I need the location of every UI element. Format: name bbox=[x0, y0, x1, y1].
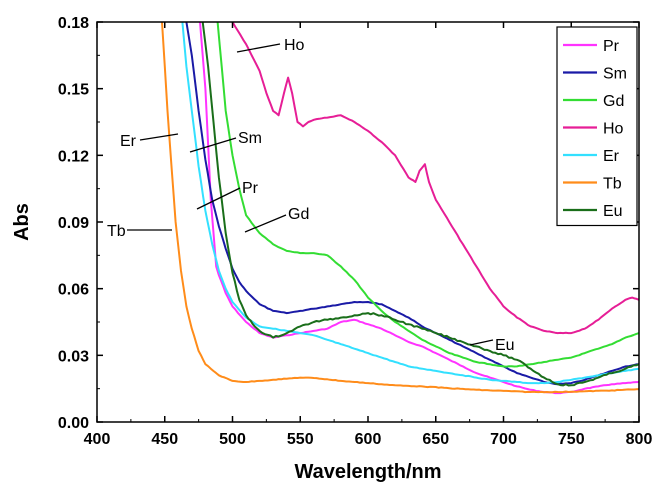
annotation-leader-eu bbox=[469, 339, 494, 346]
x-tick-label: 600 bbox=[355, 431, 382, 448]
legend-box bbox=[556, 26, 638, 227]
annotation-layer: Ho Er Sm Pr Gd Tb Eu bbox=[107, 37, 515, 354]
annotation-leader-gd bbox=[244, 214, 287, 233]
series-line-sm bbox=[185, 22, 639, 386]
x-tick-label: 400 bbox=[84, 431, 111, 448]
x-tick-label: 750 bbox=[558, 431, 585, 448]
series-line-tb bbox=[161, 22, 639, 394]
legend-label-ho: Ho bbox=[603, 121, 624, 138]
annotation-er: Er bbox=[120, 133, 137, 150]
y-tick-label: 0.18 bbox=[58, 15, 89, 32]
x-tick-label: 700 bbox=[490, 431, 517, 448]
annotation-ho: Ho bbox=[284, 37, 305, 54]
annotation-leader-er bbox=[139, 133, 179, 141]
x-tick-label: 450 bbox=[151, 431, 178, 448]
annotation-leader-ho bbox=[236, 43, 281, 53]
y-tick-label: 0.09 bbox=[58, 215, 89, 232]
legend-label-er: Er bbox=[603, 148, 620, 165]
annotation-leader-pr bbox=[196, 187, 241, 210]
series-line-gd bbox=[216, 22, 639, 368]
series-line-ho bbox=[231, 22, 639, 335]
y-tick-label: 0.03 bbox=[58, 348, 89, 365]
x-tick-label: 650 bbox=[422, 431, 449, 448]
y-tick-label: 0.15 bbox=[58, 82, 89, 99]
annotation-gd: Gd bbox=[288, 206, 309, 223]
legend: Pr Sm Gd Ho Er Tb Eu bbox=[556, 26, 638, 227]
annotation-leader-sm bbox=[189, 137, 237, 153]
series-layer bbox=[161, 22, 639, 395]
y-tick-label: 0.12 bbox=[58, 148, 89, 165]
annotation-tb: Tb bbox=[107, 223, 126, 240]
annotation-sm: Sm bbox=[238, 130, 262, 147]
y-tick-label: 0.00 bbox=[58, 415, 89, 432]
annotation-eu: Eu bbox=[495, 337, 515, 354]
series-line-eu bbox=[201, 22, 639, 387]
y-axis-title: Abs bbox=[11, 203, 33, 241]
legend-label-eu: Eu bbox=[603, 203, 623, 220]
x-tick-label: 800 bbox=[626, 431, 653, 448]
legend-label-tb: Tb bbox=[603, 176, 622, 193]
x-tick-label: 500 bbox=[219, 431, 246, 448]
axes-layer: 400 450 500 550 600 650 700 750 800 0.00 0.03 0.06 0… bbox=[58, 15, 653, 448]
legend-label-pr: Pr bbox=[603, 38, 620, 55]
y-tick-label: 0.06 bbox=[58, 282, 89, 299]
x-tick-label: 550 bbox=[287, 431, 314, 448]
x-axis-title: Wavelength/nm bbox=[294, 461, 441, 483]
annotation-pr: Pr bbox=[242, 180, 259, 197]
legend-label-gd: Gd bbox=[603, 93, 624, 110]
legend-label-sm: Sm bbox=[603, 66, 627, 83]
